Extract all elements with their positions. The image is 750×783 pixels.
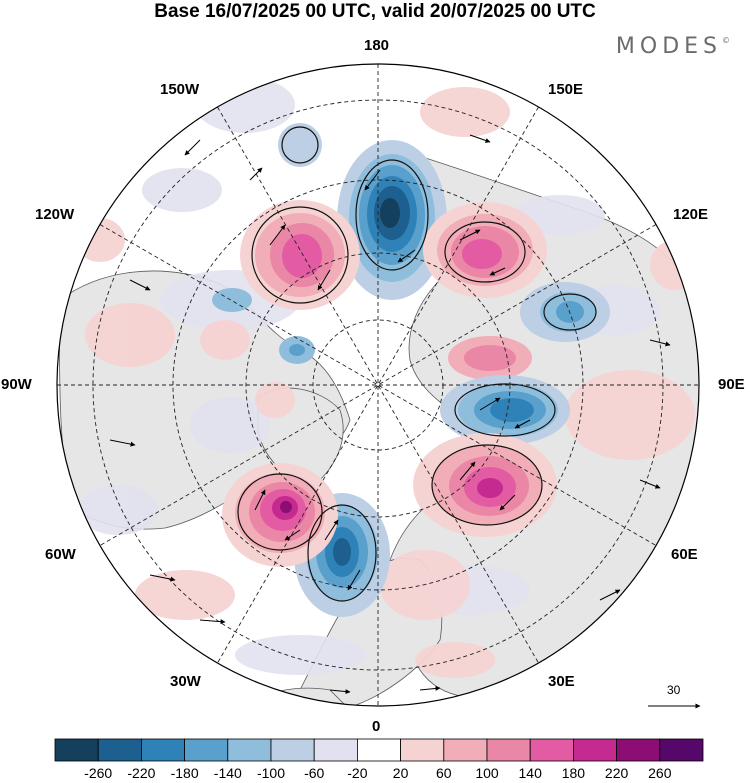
colorbar-tick-label: 60	[436, 765, 452, 781]
lon-label-0: 0	[372, 718, 381, 735]
colorbar-swatch	[573, 738, 618, 762]
colorbar-swatch	[54, 738, 99, 762]
colorbar-tick-label: -220	[127, 765, 156, 781]
lon-label-180: 180	[364, 37, 390, 54]
lon-label-120e: 120E	[673, 206, 709, 223]
lon-label-30w: 30W	[170, 673, 201, 690]
graticule	[57, 64, 699, 706]
map-boundary	[56, 63, 700, 707]
colorbar-tick-label: -260	[84, 765, 113, 781]
colorbar-swatch	[529, 738, 574, 762]
lon-label-90e: 90E	[718, 376, 745, 393]
anomaly-center-120e	[520, 282, 610, 342]
brand-logo: MODES©	[616, 34, 730, 59]
colorbar	[54, 738, 704, 762]
colorbar-swatch	[616, 738, 661, 762]
lon-label-150e: 150E	[548, 81, 584, 98]
lon-label-90w: 90W	[1, 376, 32, 393]
colorbar-tick-label: -60	[304, 765, 325, 781]
lon-label-150w: 150W	[160, 81, 200, 98]
colorbar-tick-label: 20	[392, 765, 409, 781]
anomaly-center-90e-negative	[440, 375, 570, 445]
colorbar-tick-label: -100	[256, 765, 286, 781]
colorbar-tick-label: -20	[347, 765, 368, 781]
brand-name: MODES	[615, 34, 722, 59]
colorbar-swatch	[227, 738, 272, 762]
colorbar-tick-label: 140	[518, 765, 542, 781]
colorbar-swatch	[400, 738, 445, 762]
colorbar-tick-label: 180	[561, 765, 586, 781]
lon-label-120w: 120W	[35, 206, 75, 223]
colorbar-swatch	[313, 738, 358, 762]
lon-label-60e: 60E	[671, 546, 698, 563]
anomaly-center-90e-positive	[448, 336, 532, 380]
colorbar-swatch	[97, 738, 142, 762]
colorbar-tick-label: 220	[604, 765, 629, 781]
colorbar-swatch	[486, 738, 531, 762]
lon-label-30e: 30E	[548, 673, 575, 690]
colorbar-tick-label: 260	[648, 765, 672, 781]
anomaly-center-150e	[423, 202, 547, 298]
colorbar-tick-label: -140	[213, 765, 242, 781]
map-title: Base 16/07/2025 00 UTC, valid 20/07/2025…	[154, 1, 596, 22]
anomaly-fields	[75, 77, 699, 678]
colorbar-swatch	[659, 738, 704, 762]
copyright-mark: ©	[722, 36, 730, 45]
anomaly-center-150w	[240, 200, 360, 310]
colorbar-swatch	[443, 738, 488, 762]
colorbar-swatch	[356, 738, 401, 762]
lon-label-60w: 60W	[45, 546, 76, 563]
colorbar-tick-label: 100	[475, 765, 499, 781]
colorbar-swatch	[141, 738, 186, 762]
vector-scale-label: 30	[667, 683, 681, 697]
colorbar-swatch	[270, 738, 315, 762]
colorbar-swatch	[184, 738, 229, 762]
colorbar-tick-label: -180	[170, 765, 199, 781]
anomaly-center-60e	[413, 433, 557, 537]
